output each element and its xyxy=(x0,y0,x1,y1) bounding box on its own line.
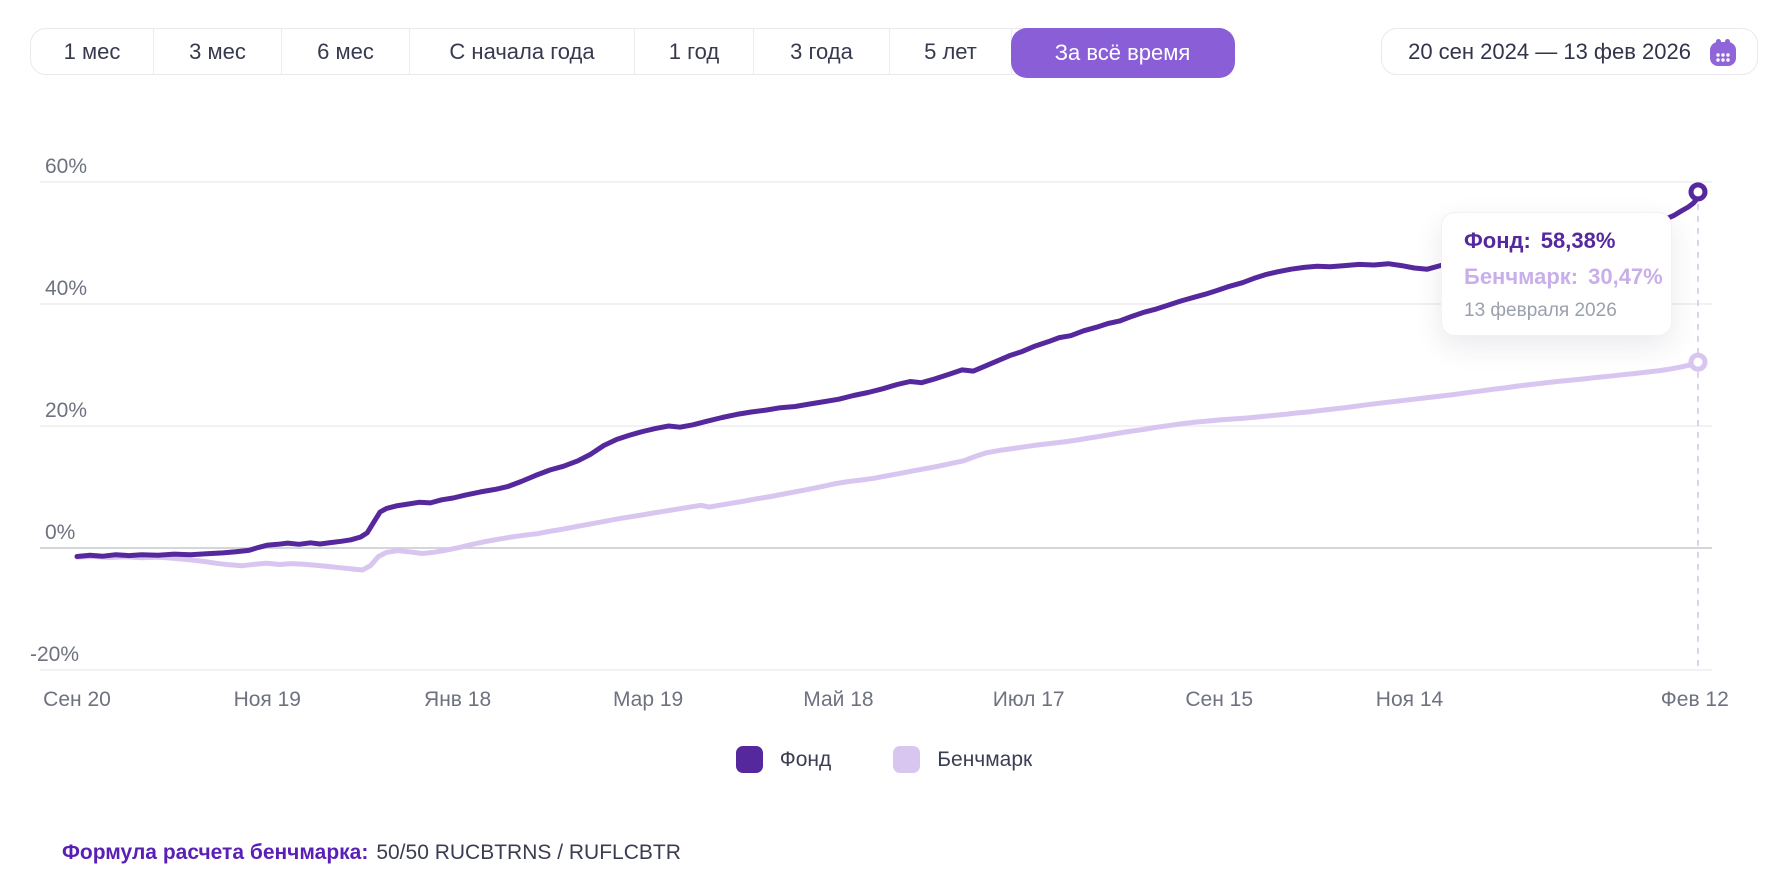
tooltip-fund-value: 58,38% xyxy=(1540,228,1616,253)
tooltip-benchmark-row: Бенчмарк: 30,47% xyxy=(1464,264,1663,289)
period-button-6m[interactable]: 6 мес xyxy=(282,29,410,74)
tooltip-date: 13 февраля 2026 xyxy=(1464,300,1617,321)
date-range-text: 20 сен 2024 — 13 фев 2026 xyxy=(1408,38,1691,64)
period-button-ytd[interactable]: С начала года xyxy=(410,29,635,74)
x-axis-label: Ноя 14 xyxy=(1376,688,1444,711)
series-end-marker-fund xyxy=(1688,182,1708,202)
period-button-3m[interactable]: 3 мес xyxy=(154,29,282,74)
performance-chart-canvas[interactable]: 60% 40% 20% 0% -20% Сен 20 Ноя 19 Янв 18 Мар 19 М… xyxy=(0,120,1768,740)
performance-chart[interactable]: 60% 40% 20% 0% -20% Сен 20 Ноя 19 Янв 18 Мар 19 М… xyxy=(0,120,1768,740)
date-range-picker[interactable]: 20 сен 2024 — 13 фев 2026 xyxy=(1381,28,1758,75)
benchmark-color-swatch xyxy=(893,746,921,773)
x-axis-label: Янв 18 xyxy=(424,688,491,711)
x-axis-label: Мар 19 xyxy=(613,688,683,711)
x-axis-label: Июл 17 xyxy=(993,688,1065,711)
legend-benchmark-label: Бенчмарк xyxy=(937,747,1033,771)
y-axis-label: 0% xyxy=(45,521,75,544)
y-axis-label: -20% xyxy=(30,643,79,666)
period-button-1m[interactable]: 1 мес xyxy=(31,29,154,74)
benchmark-formula: Формула расчета бенчмарка: 50/50 RUCBTRNS… xyxy=(62,841,681,865)
series-line-benchmark xyxy=(74,359,1701,573)
benchmark-formula-value: 50/50 RUCBTRNS / RUFLCBTR xyxy=(376,841,681,864)
x-axis-label: Ноя 19 xyxy=(234,688,301,711)
y-axis-label: 60% xyxy=(45,155,87,178)
period-selector: 1 мес 3 мес 6 мес С начала года 1 год 3 … xyxy=(30,27,1235,78)
period-button-all-time[interactable]: За всё время xyxy=(1010,27,1235,78)
x-axis-label: Сен 15 xyxy=(1185,688,1253,711)
x-axis-label: Сен 20 xyxy=(43,688,111,711)
x-axis-label: Фев 12 xyxy=(1661,688,1729,711)
legend-fund-label: Фонд xyxy=(779,747,832,771)
chart-legend: Фонд Бенчмарк xyxy=(0,746,1768,773)
calendar-icon xyxy=(1707,36,1739,68)
tooltip-benchmark-value: 30,47% xyxy=(1588,264,1663,289)
tooltip-fund-row: Фонд: 58,38% xyxy=(1464,230,1649,252)
y-axis-label: 20% xyxy=(45,399,87,422)
period-button-1y[interactable]: 1 год xyxy=(635,29,754,74)
toolbar: 1 мес 3 мес 6 мес С начала года 1 год 3 … xyxy=(30,27,1758,78)
tooltip-benchmark-label: Бенчмарк: xyxy=(1464,264,1579,289)
series-end-marker-benchmark xyxy=(1688,352,1708,372)
period-button-3y[interactable]: 3 года xyxy=(754,29,890,74)
x-axis-label: Май 18 xyxy=(803,688,873,711)
fund-color-swatch xyxy=(735,746,763,773)
legend-item-fund[interactable]: Фонд xyxy=(735,746,832,773)
y-axis-label: 40% xyxy=(45,277,87,300)
legend-item-benchmark[interactable]: Бенчмарк xyxy=(893,746,1032,773)
tooltip-fund-label: Фонд: xyxy=(1464,228,1531,253)
benchmark-formula-label: Формула расчета бенчмарка: xyxy=(62,841,369,864)
chart-tooltip: Фонд: 58,38% Бенчмарк: 30,47% 13 февраля… xyxy=(1441,212,1672,336)
period-button-5y[interactable]: 5 лет xyxy=(890,29,1012,74)
